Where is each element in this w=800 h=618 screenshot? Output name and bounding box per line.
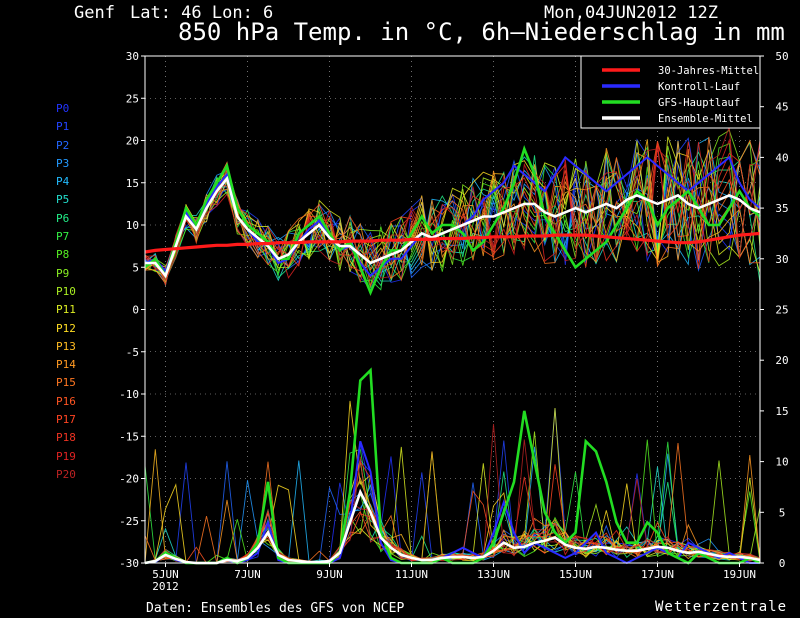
- right-tick-label: 20: [775, 354, 788, 367]
- member-label-p12: P12: [56, 321, 76, 335]
- x-tick-year-label: 2012: [152, 580, 179, 593]
- member-label-p5: P5: [56, 193, 70, 207]
- member-temp-line-P19: [144, 138, 761, 284]
- left-tick-label: 5: [132, 261, 139, 274]
- left-tick-label: 15: [126, 177, 139, 190]
- member-label-p8: P8: [56, 248, 70, 262]
- right-tick-label: 5: [779, 506, 786, 519]
- member-label-p14: P14: [56, 358, 76, 372]
- mean-temp-line: [145, 175, 761, 279]
- member-precip-line-P18: [144, 460, 761, 564]
- member-label-p18: P18: [56, 431, 76, 445]
- left-tick-label: -5: [126, 346, 139, 359]
- left-tick-label: 0: [132, 304, 139, 317]
- member-label-p6: P6: [56, 211, 70, 225]
- member-label-p10: P10: [56, 284, 76, 298]
- member-label-p7: P7: [56, 230, 70, 244]
- member-temp-line-P18: [144, 139, 761, 287]
- mean-precip-line: [144, 488, 761, 565]
- x-tick-label: 9JUN: [316, 568, 343, 581]
- climatology-temp-line: [144, 231, 761, 254]
- data-source: Daten: Ensembles des GFS von NCEP: [146, 601, 405, 616]
- right-tick-label: 25: [775, 304, 788, 317]
- legend-label: 30-Jahres-Mittel: [658, 65, 759, 77]
- right-tick-label: 0: [779, 557, 786, 570]
- left-tick-label: -10: [119, 388, 139, 401]
- left-axis-temperature: 30 25 20 15 10 5 0 -5 -10 -15 -20 -25 -30: [119, 50, 145, 570]
- member-label-p20: P20: [56, 467, 76, 481]
- right-tick-label: 30: [775, 253, 788, 266]
- left-tick-label: 30: [126, 50, 139, 63]
- right-tick-label: 15: [775, 405, 788, 418]
- member-label-p17: P17: [56, 413, 76, 427]
- x-tick-label: 5JUN: [152, 568, 179, 581]
- left-tick-label: -25: [119, 515, 139, 528]
- ensemble-member-list: P0 P1 P2 P3 P4 P5 P6 P7 P8 P9 P10 P11 P12 P13 P14 P15 P1…: [56, 100, 76, 484]
- member-label-p1: P1: [56, 120, 70, 134]
- legend-label: Ensemble-Mittel: [658, 113, 753, 125]
- chart-title: 850 hPa Temp. in °C, 6h—Niederschlag in …: [178, 18, 785, 46]
- left-tick-label: -30: [119, 557, 139, 570]
- run-time: Mon,04JUN2012 12Z: [544, 3, 718, 23]
- right-tick-label: 35: [775, 202, 788, 215]
- x-tick-label: 11JUN: [395, 568, 428, 581]
- right-tick-label: 50: [775, 50, 788, 63]
- member-label-p2: P2: [56, 138, 70, 152]
- member-label-p3: P3: [56, 156, 70, 170]
- member-label-p15: P15: [56, 376, 76, 390]
- left-tick-label: 25: [126, 92, 139, 105]
- brand-name: Wetterzentrale: [655, 599, 788, 615]
- location-name: Genf: [74, 3, 115, 23]
- main-temp-line: [144, 144, 761, 297]
- member-label-p16: P16: [56, 394, 76, 408]
- member-label-p9: P9: [56, 266, 70, 280]
- left-tick-label: -20: [119, 473, 139, 486]
- member-label-p13: P13: [56, 339, 76, 353]
- x-tick-label: 17JUN: [641, 568, 674, 581]
- member-temp-line-P20: [144, 126, 761, 279]
- legend-label: Kontroll-Lauf: [658, 81, 740, 93]
- lat-lon: Lat: 46 Lon: 6: [130, 3, 274, 23]
- member-temp-line-P15: [144, 136, 761, 280]
- member-label-p4: P4: [56, 175, 70, 189]
- right-tick-label: 10: [775, 456, 788, 469]
- right-tick-label: 45: [775, 101, 788, 114]
- member-label-p19: P19: [56, 449, 76, 463]
- member-temp-line-P17: [144, 143, 761, 295]
- legend-box: [580, 55, 761, 129]
- x-tick-label: 13JUN: [477, 568, 510, 581]
- legend-label: GFS-Hauptlauf: [658, 97, 740, 109]
- left-tick-label: -15: [119, 430, 139, 443]
- left-tick-label: 20: [126, 135, 139, 148]
- right-tick-label: 40: [775, 151, 788, 164]
- chart-legend: 30-Jahres-Mittel Kontroll-Lauf GFS-Hauptla…: [580, 55, 761, 129]
- x-tick-label: 19JUN: [723, 568, 756, 581]
- member-label-p11: P11: [56, 303, 76, 317]
- x-tick-label: 7JUN: [234, 568, 261, 581]
- x-tick-label: 15JUN: [559, 568, 592, 581]
- member-label-p0: P0: [56, 102, 70, 115]
- left-tick-label: 10: [126, 219, 139, 232]
- member-precip-line-P17: [144, 464, 761, 564]
